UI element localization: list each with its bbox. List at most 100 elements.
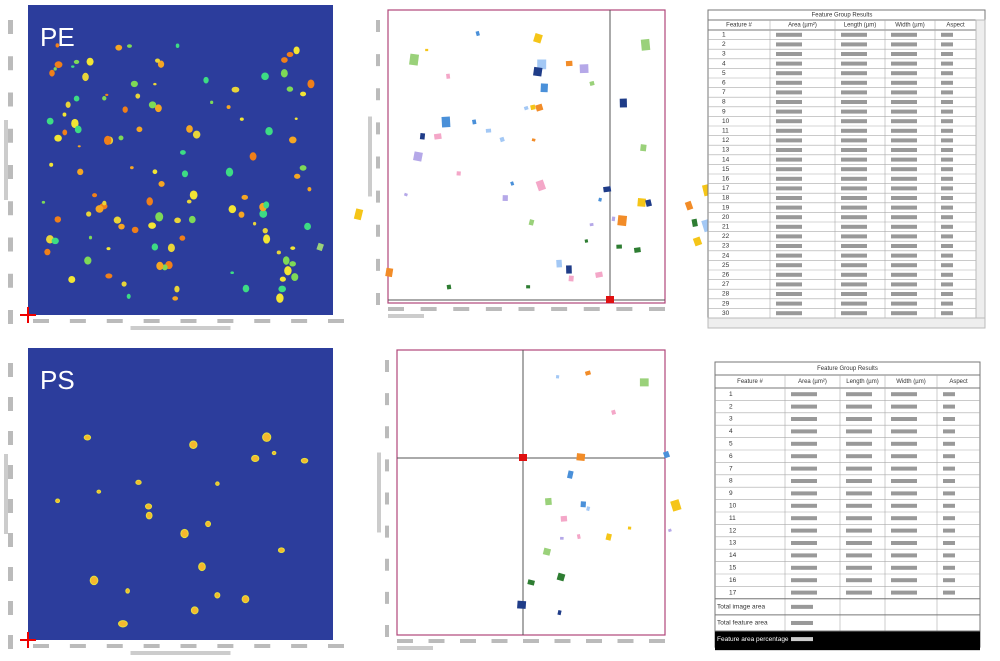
particle (83, 434, 92, 441)
feature (691, 218, 698, 227)
cell-value-blur (891, 565, 917, 570)
particle (54, 216, 62, 223)
feature (472, 119, 477, 125)
cell-value-blur (941, 119, 953, 124)
cell-value-blur (941, 215, 953, 220)
axis-tick-text (554, 639, 571, 643)
axis-tick-text (376, 156, 380, 169)
origin-marker (519, 454, 527, 461)
particle (102, 96, 107, 101)
axis-tick-text (376, 190, 380, 203)
axis-tick-text (376, 20, 380, 32)
feature (517, 600, 527, 609)
feature (475, 30, 480, 37)
axis-tick-text (551, 307, 568, 311)
cell-value-blur (841, 100, 867, 104)
scrollbar (707, 317, 986, 329)
particle (148, 222, 156, 229)
particle (155, 212, 164, 222)
table-header: Length (µm) (844, 23, 876, 29)
cell-value-blur (841, 128, 867, 133)
particle (54, 61, 63, 68)
axis-tick-text (69, 644, 86, 648)
particle (86, 211, 92, 217)
axis-tick-text (180, 319, 197, 323)
feature (598, 197, 603, 202)
table-header: Area (µm²) (798, 379, 827, 385)
feature (533, 66, 543, 77)
axis-tick-text (8, 363, 13, 377)
cell-value-blur (891, 292, 917, 296)
cell-value-blur (891, 272, 917, 277)
feature (556, 259, 563, 268)
axis-tick-text (8, 397, 13, 411)
feature (456, 171, 461, 176)
cell-value-blur (846, 441, 872, 446)
cell-value-blur (776, 292, 802, 296)
cell-value-blur (791, 565, 817, 570)
footer-label: Total image area (717, 604, 765, 611)
particle (278, 285, 287, 293)
particle (71, 118, 79, 129)
cell-value-blur (791, 637, 813, 642)
feature (589, 222, 594, 227)
axis-tick-text (33, 644, 49, 648)
row-number: 20 (722, 214, 730, 221)
cell-value-blur (841, 42, 867, 47)
cell-value-blur (943, 454, 955, 459)
cell-value-blur (776, 224, 802, 229)
feature (619, 98, 628, 108)
axis-tick-text (33, 319, 49, 323)
cell-value-blur (891, 541, 917, 545)
row-number: 15 (729, 565, 737, 572)
particle (238, 211, 245, 218)
cell-value-blur (841, 224, 867, 229)
particle (249, 152, 257, 161)
cell-value-blur (791, 553, 817, 558)
cell-value-blur (941, 301, 953, 306)
axis-tick-text (385, 459, 389, 472)
cell-value-blur (891, 52, 917, 56)
feature (595, 271, 603, 278)
cell-value-blur (776, 80, 802, 85)
particle (289, 261, 296, 267)
feature (557, 610, 562, 616)
particle (252, 221, 257, 226)
cell-value-blur (941, 244, 953, 248)
cell-value-blur (846, 491, 872, 496)
cell-value-blur (791, 578, 817, 583)
feature (446, 73, 451, 79)
feature (640, 38, 651, 51)
cell-value-blur (841, 109, 867, 114)
cell-value-blur (891, 90, 917, 95)
axis-tick-text (180, 644, 197, 648)
row-number: 4 (722, 60, 726, 67)
axis-tick-text (8, 310, 13, 324)
cell-value-blur (841, 148, 867, 152)
feature (499, 136, 505, 143)
row-number: 24 (722, 252, 730, 259)
cell-value-blur (891, 100, 917, 104)
cell-value-blur (891, 253, 917, 258)
particle (175, 43, 180, 48)
cell-value-blur (846, 392, 872, 397)
feature (433, 133, 442, 140)
axis-tick-text (583, 307, 600, 311)
cell-value-blur (776, 32, 802, 37)
particle (49, 69, 55, 77)
axis-tick-text (385, 492, 389, 505)
feature (627, 526, 632, 530)
row-number: 10 (729, 503, 737, 510)
cell-value-blur (776, 186, 802, 191)
particle (203, 76, 209, 84)
row-number: 2 (729, 403, 733, 410)
particle (130, 166, 134, 170)
feature (640, 144, 647, 152)
cell-value-blur (841, 253, 867, 258)
cell-value-blur (941, 167, 953, 172)
particle (307, 79, 315, 89)
cell-value-blur (941, 80, 953, 85)
cell-value-blur (841, 176, 867, 181)
particle (262, 432, 272, 442)
cell-value-blur (846, 578, 872, 583)
